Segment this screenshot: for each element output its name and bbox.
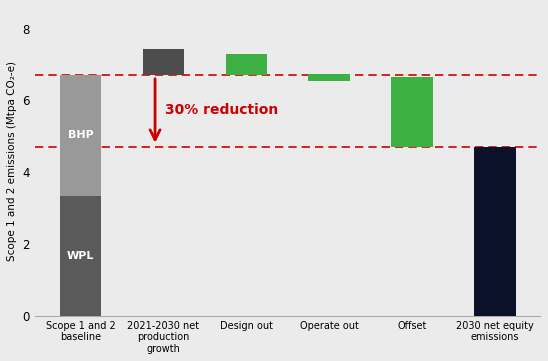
Bar (391, 77, 433, 147)
Y-axis label: Scope 1 and 2 emissions (Mtpa CO₂-e): Scope 1 and 2 emissions (Mtpa CO₂-e) (7, 61, 17, 261)
Text: WPL: WPL (67, 251, 94, 261)
Bar (225, 55, 267, 75)
Bar (309, 74, 350, 81)
Bar (60, 75, 101, 196)
Bar (60, 196, 101, 316)
Bar (474, 147, 516, 316)
Text: 30% reduction: 30% reduction (165, 103, 278, 117)
Bar (142, 49, 184, 75)
Text: BHP: BHP (67, 130, 93, 140)
